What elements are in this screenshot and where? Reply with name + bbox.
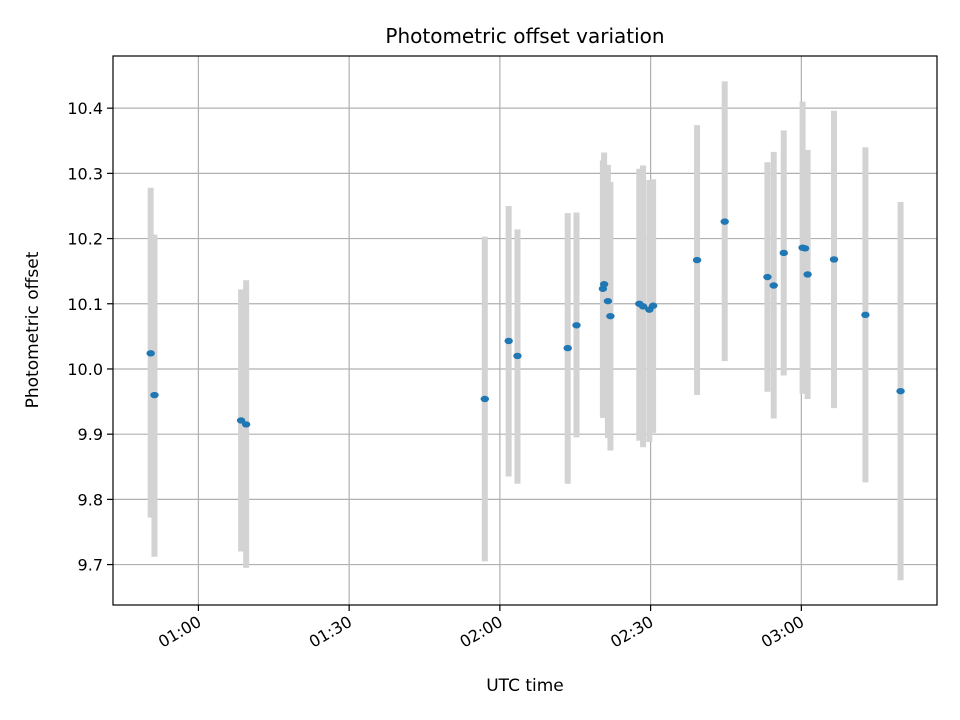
chart-title: Photometric offset variation [385, 24, 664, 48]
data-point [563, 344, 572, 352]
x-tick-label: 02:30 [607, 612, 656, 652]
data-points [146, 218, 905, 428]
data-point [800, 245, 810, 252]
data-point [572, 322, 581, 329]
data-point [692, 256, 702, 264]
data-point [763, 273, 772, 281]
data-point [638, 303, 648, 310]
y-tick-label: 9.9 [78, 425, 103, 444]
y-axis-ticks: 9.7 9.8 9.9 10.0 10.1 10.2 10.3 10.4 [67, 99, 113, 575]
data-point [480, 395, 490, 403]
data-point [603, 297, 613, 305]
x-tick-label: 02:00 [456, 612, 505, 652]
data-point [720, 218, 729, 225]
data-point [861, 311, 870, 319]
grid-lines [113, 56, 937, 605]
x-axis-ticks: 01:00 01:30 02:00 02:30 03:00 [155, 605, 807, 652]
data-point [599, 281, 609, 288]
data-point [803, 271, 812, 278]
data-point [513, 352, 522, 360]
x-tick-label: 01:30 [306, 612, 355, 652]
data-point [504, 337, 513, 345]
data-point [648, 302, 658, 309]
y-tick-label: 10.3 [67, 164, 103, 183]
x-tick-label: 01:00 [155, 612, 204, 652]
data-point [241, 421, 251, 428]
data-point [896, 387, 905, 395]
y-tick-label: 10.4 [67, 99, 103, 118]
y-axis-title: Photometric offset [23, 251, 43, 408]
data-point [236, 417, 246, 424]
data-point [779, 249, 788, 257]
error-bars [147, 81, 904, 581]
x-tick-label: 03:00 [758, 612, 807, 652]
data-point [606, 312, 615, 320]
y-tick-label: 10.1 [67, 295, 103, 314]
data-point [150, 391, 159, 399]
y-tick-label: 9.7 [78, 556, 103, 575]
data-point [829, 256, 839, 263]
data-point [146, 350, 155, 357]
y-tick-label: 10.2 [67, 230, 103, 249]
x-axis-title: UTC time [486, 676, 564, 696]
data-point [769, 282, 778, 289]
y-tick-label: 9.8 [78, 490, 103, 509]
y-tick-label: 10.0 [67, 360, 103, 379]
plot-frame [112, 55, 938, 606]
